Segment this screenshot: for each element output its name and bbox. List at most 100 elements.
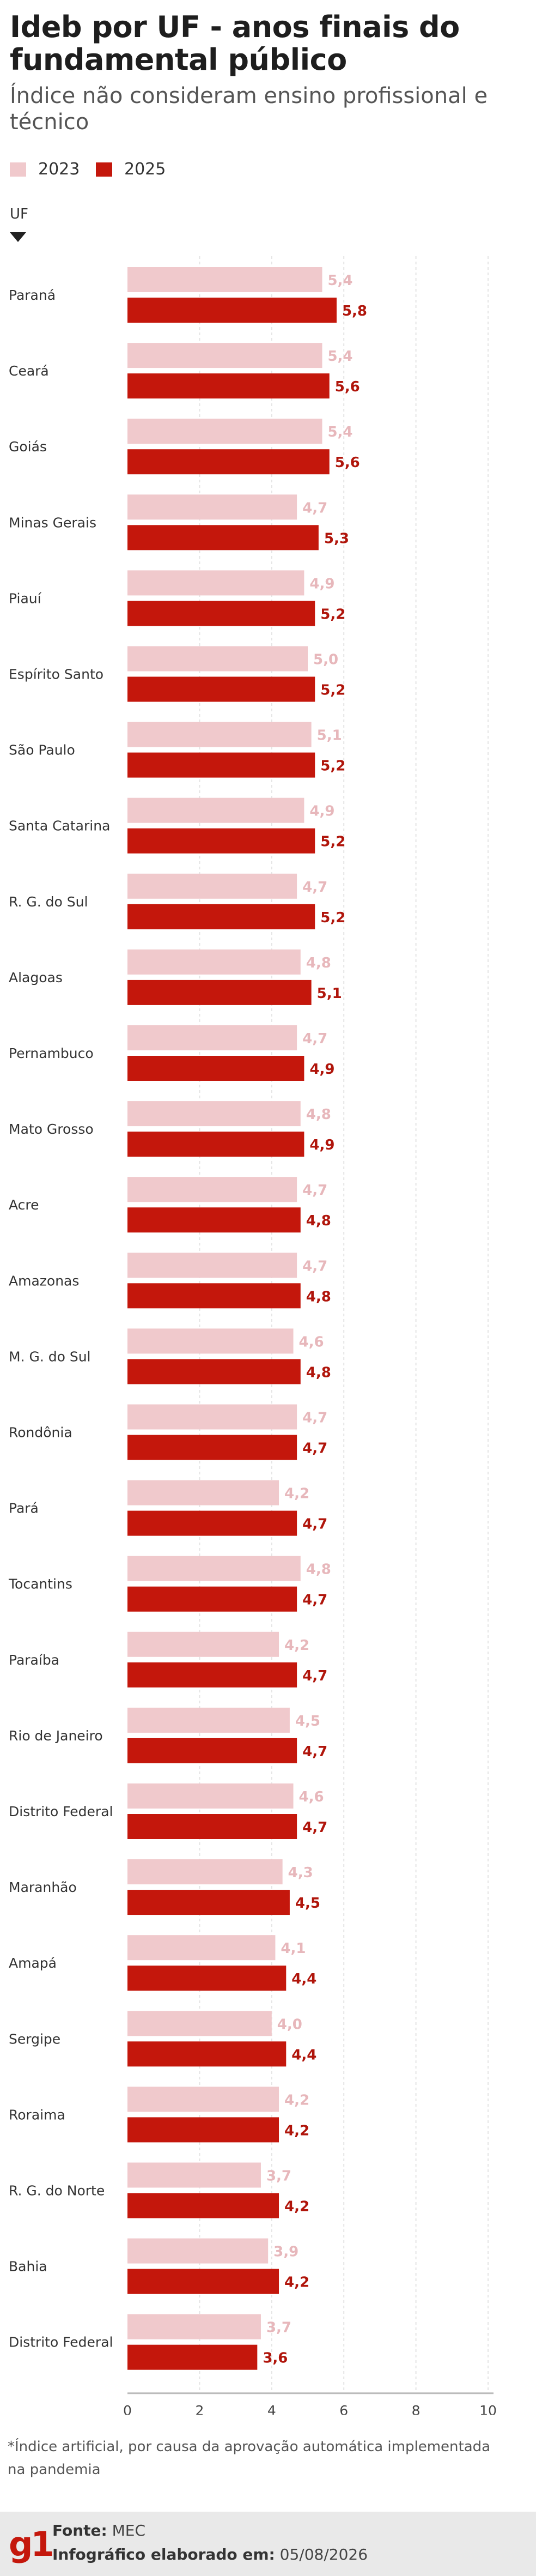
category-label: Ceará — [9, 363, 49, 379]
bar-2025 — [127, 979, 312, 1005]
chart-subtitle: Índice não consideram ensino profissiona… — [10, 83, 488, 135]
footer: g1 Fonte: MEC Infográfico elaborado em: … — [0, 2512, 536, 2576]
data-label-2025: 4,7 — [302, 1592, 327, 1609]
source-label: Fonte: — [52, 2521, 107, 2539]
bar-2025 — [127, 1207, 301, 1233]
category-label: Rondônia — [9, 1425, 72, 1441]
data-label-2023: 4,7 — [302, 500, 327, 516]
data-label-2023: 4,9 — [309, 576, 334, 592]
bar-2025 — [127, 1966, 287, 1991]
data-label-2025: 5,2 — [320, 834, 345, 850]
category-label: Acre — [9, 1197, 39, 1213]
bar-2023 — [127, 2238, 269, 2264]
credit-value: 05/08/2026 — [279, 2545, 368, 2563]
data-label-2023: 4,5 — [295, 1713, 320, 1730]
category-label: Distrito Federal — [9, 2335, 113, 2350]
bar-2023 — [127, 1859, 283, 1885]
bar-2023 — [127, 267, 322, 292]
data-label-2025: 5,2 — [320, 758, 345, 775]
data-label-2023: 5,4 — [327, 424, 352, 440]
category-label: Alagoas — [9, 970, 63, 985]
bar-2025 — [127, 525, 319, 551]
bar-2025 — [127, 2041, 287, 2067]
data-label-2023: 3,7 — [266, 2168, 291, 2185]
bar-2025 — [127, 1890, 290, 1915]
data-label-2023: 4,7 — [302, 1258, 327, 1274]
bar-2023 — [127, 1253, 297, 1278]
data-label-2025: 4,8 — [306, 1289, 331, 1305]
data-label-2023: 5,4 — [327, 348, 352, 365]
category-axis-title: UF — [10, 206, 28, 222]
legend-swatch-2025 — [96, 162, 112, 177]
data-label-2025: 4,2 — [284, 2275, 309, 2291]
bar-2025 — [127, 298, 337, 323]
legend-swatch-2023 — [10, 162, 26, 177]
sort-down-icon[interactable] — [10, 232, 26, 242]
bar-2025 — [127, 1814, 297, 1839]
bar-2023 — [127, 2162, 261, 2188]
data-label-2023: 4,7 — [302, 1031, 327, 1047]
category-label: Paraíba — [9, 1652, 59, 1668]
credit-line: Infográfico elaborado em: 05/08/2026 — [52, 2545, 368, 2563]
bar-2023 — [127, 494, 297, 520]
data-label-2023: 4,2 — [284, 2092, 309, 2108]
data-label-2023: 4,9 — [309, 803, 334, 820]
source-value: MEC — [112, 2521, 146, 2539]
data-label-2025: 4,7 — [302, 1441, 327, 1457]
bar-2023 — [127, 1480, 279, 1505]
category-label: Mato Grosso — [9, 1121, 94, 1137]
bar-2025 — [127, 2193, 279, 2218]
category-label: Maranhão — [9, 1879, 77, 1895]
x-tick-label: 8 — [412, 2403, 421, 2415]
bar-2023 — [127, 1556, 301, 1581]
data-label-2023: 4,7 — [302, 879, 327, 896]
category-label: São Paulo — [9, 742, 75, 758]
chart-title: Ideb por UF - anos finais do fundamental… — [10, 10, 460, 77]
data-label-2025: 4,2 — [284, 2123, 309, 2139]
bar-2025 — [127, 1510, 297, 1536]
data-label-2023: 4,8 — [306, 1562, 331, 1578]
data-label-2025: 4,9 — [309, 1137, 334, 1153]
bar-chart: Paraná 5,4 5,8 Ceará 5,4 5,6 Goiás 5,4 5,6 Minas … — [8, 256, 497, 2415]
bar-2025 — [127, 373, 330, 399]
bar-2025 — [127, 1283, 301, 1309]
category-label: Distrito Federal — [9, 1804, 113, 1819]
category-label: R. G. do Sul — [9, 894, 88, 910]
data-label-2023: 4,1 — [281, 1940, 306, 1957]
bar-2023 — [127, 570, 304, 596]
bar-2025 — [127, 2269, 279, 2294]
x-tick-label: 6 — [339, 2403, 348, 2415]
bar-2023 — [127, 2314, 261, 2339]
footnote: *Índice artificial, por causa da aprovaç… — [8, 2439, 491, 2478]
legend-label-2023: 2023 — [38, 160, 80, 179]
bar-2025 — [127, 676, 315, 702]
g1-logo: g1 — [9, 2524, 54, 2564]
x-tick-label: 0 — [123, 2403, 132, 2415]
credit-label: Infográfico elaborado em: — [52, 2545, 275, 2563]
data-label-2025: 3,6 — [263, 2350, 288, 2367]
bar-2023 — [127, 1177, 297, 1202]
bar-2025 — [127, 1056, 304, 1081]
data-label-2025: 4,8 — [306, 1213, 331, 1229]
category-label: Minas Gerais — [9, 515, 96, 530]
bar-2025 — [127, 752, 315, 778]
data-label-2023: 5,0 — [313, 652, 338, 668]
category-label: Paraná — [9, 287, 56, 303]
bar-2023 — [127, 1631, 279, 1657]
category-label: Piauí — [9, 590, 42, 606]
bar-2025 — [127, 1132, 304, 1157]
data-label-2023: 4,2 — [284, 1486, 309, 1502]
bar-2023 — [127, 2011, 272, 2036]
data-label-2023: 3,7 — [266, 2320, 291, 2336]
data-label-2025: 4,8 — [306, 1364, 331, 1381]
data-label-2025: 5,1 — [317, 985, 342, 1002]
bar-2023 — [127, 1025, 297, 1050]
category-label: Santa Catarina — [9, 818, 110, 834]
category-label: Amazonas — [9, 1273, 79, 1289]
bar-2025 — [127, 601, 315, 626]
category-label: Pernambuco — [9, 1045, 94, 1061]
data-label-2025: 5,2 — [320, 910, 345, 926]
data-label-2023: 4,8 — [306, 1106, 331, 1123]
data-label-2023: 4,6 — [299, 1789, 324, 1805]
data-label-2025: 5,3 — [324, 530, 349, 547]
